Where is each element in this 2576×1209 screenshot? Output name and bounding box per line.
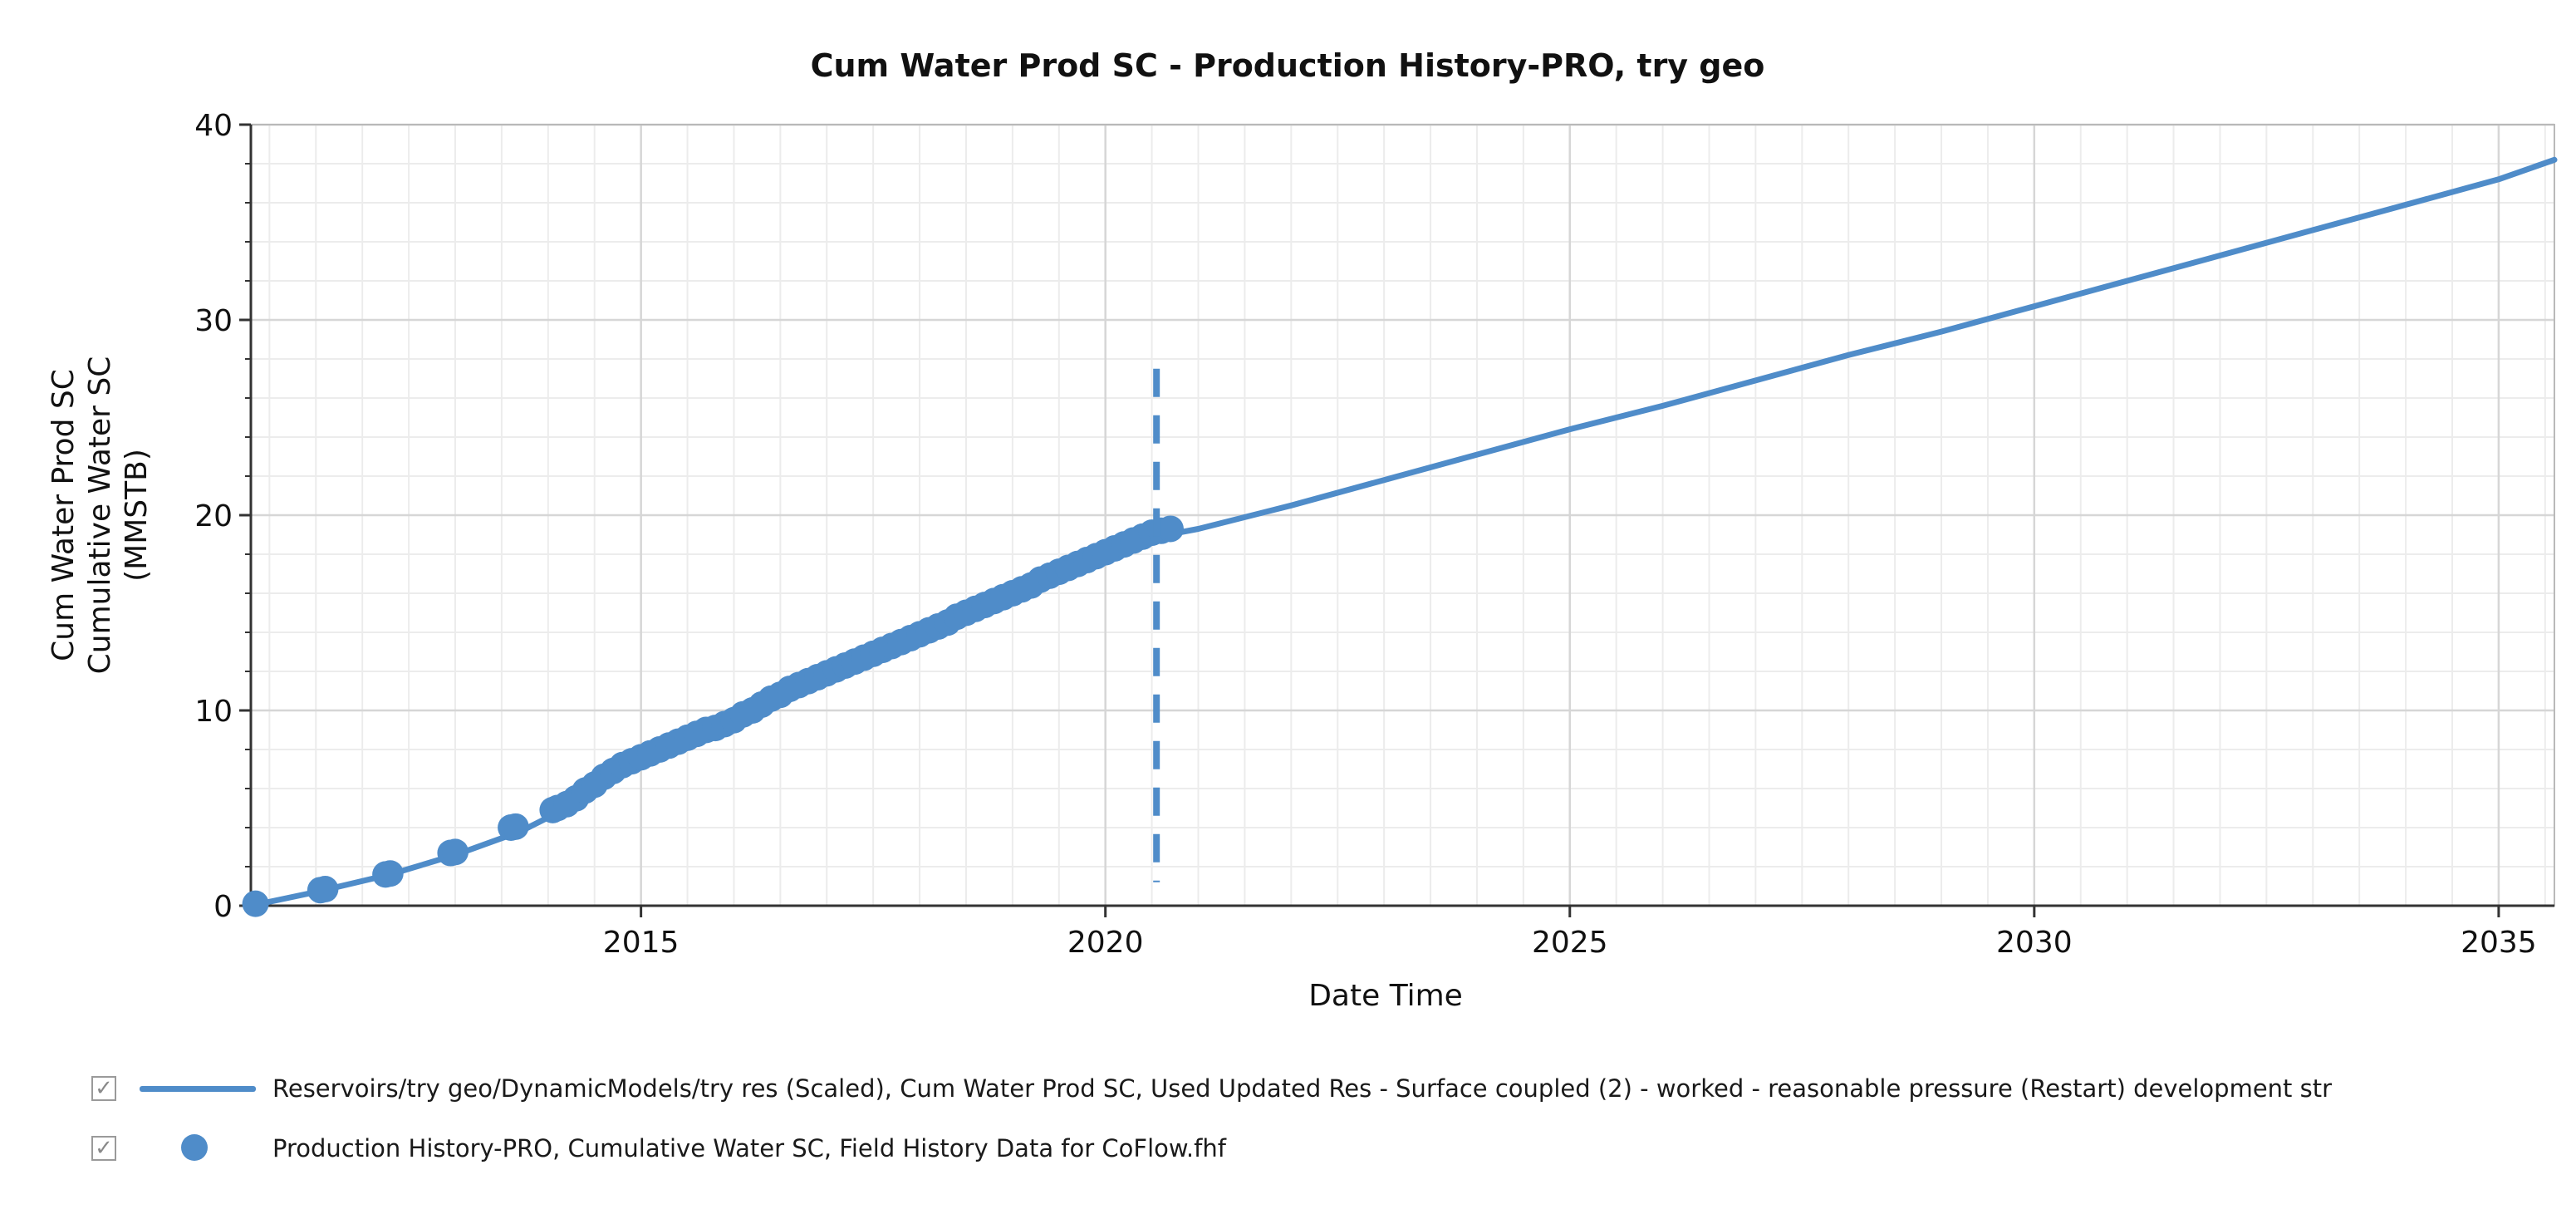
legend-item-history: ✓ Production History-PRO, Cumulative Wat…	[91, 1123, 2542, 1173]
history-data-point	[242, 890, 269, 917]
x-tick-label: 2015	[603, 926, 680, 960]
history-data-point	[1156, 515, 1184, 543]
x-tick-label: 2025	[1532, 926, 1608, 960]
y-axis-label: Cum Water Prod SC Cumulative Water SC (M…	[47, 356, 154, 675]
chart-title: Cum Water Prod SC - Production History-P…	[811, 47, 1765, 84]
y-axis-label-line-1: Cum Water Prod SC	[47, 369, 81, 661]
y-axis-label-line-3: (MMSTB)	[120, 449, 154, 582]
history-data-point	[376, 860, 404, 887]
history-data-point	[502, 813, 529, 840]
x-tick-label: 2030	[1996, 926, 2073, 960]
legend-label-history: Production History-PRO, Cumulative Water…	[272, 1134, 1226, 1162]
y-tick-label: 30	[194, 304, 233, 338]
y-axis-label-line-2: Cumulative Water SC	[83, 356, 117, 675]
legend-item-simulation: ✓ Reservoirs/try geo/DynamicModels/try r…	[91, 1064, 2542, 1113]
x-tick-label: 2020	[1067, 926, 1144, 960]
legend-line-marker-icon	[140, 1072, 256, 1105]
legend-checkbox-simulation[interactable]: ✓	[91, 1076, 116, 1101]
history-data-point	[441, 838, 469, 866]
legend-label-simulation: Reservoirs/try geo/DynamicModels/try res…	[272, 1074, 2333, 1103]
y-tick-label: 10	[194, 695, 233, 729]
y-tick-label: 40	[194, 109, 233, 143]
x-axis-label: Date Time	[1308, 979, 1463, 1013]
x-tick-label: 2035	[2461, 926, 2537, 960]
y-tick-label: 20	[194, 499, 233, 533]
legend-dot-marker-icon	[140, 1132, 256, 1165]
y-tick-label: 0	[213, 890, 233, 924]
legend-checkbox-history[interactable]: ✓	[91, 1136, 116, 1161]
history-data-point	[312, 876, 339, 903]
